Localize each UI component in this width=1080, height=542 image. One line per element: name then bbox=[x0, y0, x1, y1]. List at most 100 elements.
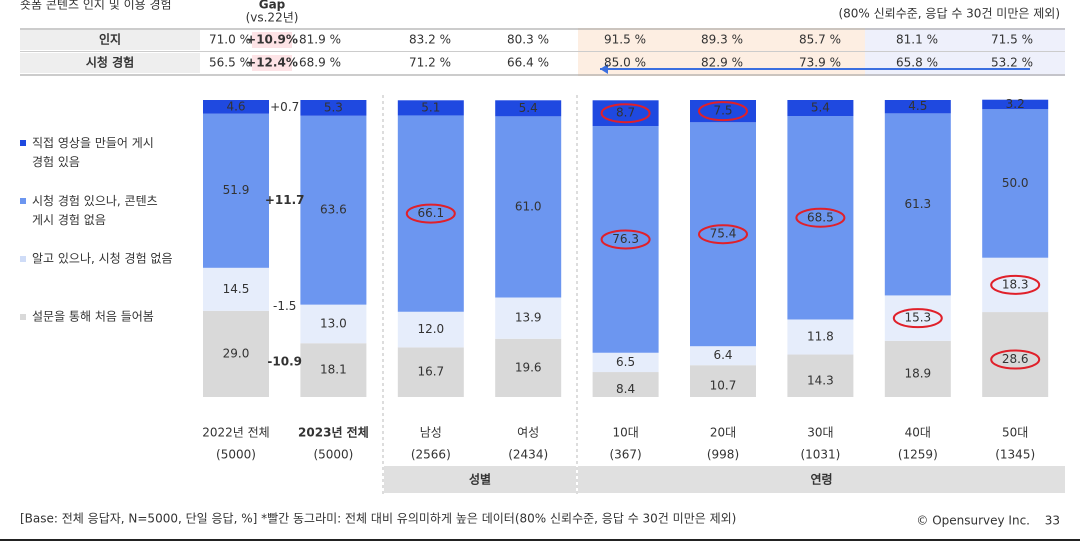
bar-segment bbox=[397, 311, 464, 348]
gap-subtitle: (vs.22년) bbox=[246, 11, 299, 25]
bar-segment bbox=[884, 295, 951, 341]
gap-bg bbox=[252, 55, 292, 71]
cell: 73.9 % bbox=[799, 56, 841, 70]
title: 숏폼 콘텐츠 인지 및 이용 경험 bbox=[20, 0, 172, 12]
highlight-circle bbox=[600, 229, 651, 250]
cell: 81.9 % bbox=[299, 33, 341, 47]
bar-label: 76.3 bbox=[612, 232, 639, 246]
bar-label: 7.5 bbox=[713, 104, 732, 118]
bar-segment bbox=[592, 352, 659, 373]
bar-label: 13.0 bbox=[320, 316, 347, 330]
bar-label: 5.4 bbox=[811, 101, 830, 115]
bar-label: 19.6 bbox=[515, 360, 542, 374]
bar-label: 6.5 bbox=[616, 355, 635, 369]
sample-size: (5000) bbox=[313, 448, 353, 462]
bar-segment bbox=[690, 346, 756, 366]
row-label-bg bbox=[20, 30, 200, 50]
bar-label: 11.8 bbox=[807, 330, 834, 344]
row-label: 시청 경험 bbox=[86, 55, 134, 70]
bar-segment bbox=[982, 109, 1049, 258]
cell: 53.2 % bbox=[991, 56, 1033, 70]
legend-swatch bbox=[20, 256, 26, 262]
bar-label: 16.7 bbox=[417, 365, 444, 379]
highlight-circle bbox=[892, 308, 943, 329]
cell: 71.2 % bbox=[409, 56, 451, 70]
category-label: 2023년 전체 bbox=[298, 425, 369, 440]
bar-segment bbox=[397, 347, 464, 397]
bar-label: 61.0 bbox=[515, 199, 542, 213]
bar-label: 75.4 bbox=[710, 227, 737, 241]
highlight-circle bbox=[600, 103, 651, 124]
category-label: 남성 bbox=[420, 426, 442, 440]
bar-segment bbox=[495, 297, 562, 339]
bar-label: 18.9 bbox=[904, 366, 931, 380]
page-number: 33 bbox=[1045, 514, 1060, 528]
bar-segment bbox=[495, 116, 562, 298]
highlight-circle bbox=[990, 274, 1041, 295]
bar-segment bbox=[982, 99, 1049, 110]
bar-label: 28.6 bbox=[1002, 352, 1029, 366]
legend-label: 알고 있으나, 시청 경험 없음 bbox=[32, 252, 173, 266]
bar-segment bbox=[690, 365, 756, 397]
bar-label: 63.6 bbox=[320, 203, 347, 217]
highlight-circle bbox=[405, 203, 456, 224]
gap-cell: +10.9% bbox=[246, 33, 298, 47]
legend-swatch bbox=[20, 198, 26, 204]
bar-segment bbox=[884, 113, 951, 296]
cell: 66.4 % bbox=[507, 56, 549, 70]
bar-label: 5.3 bbox=[324, 100, 343, 114]
bar-label: 50.0 bbox=[1002, 176, 1029, 190]
bar-label: 6.4 bbox=[713, 348, 732, 362]
bar-segment bbox=[787, 116, 854, 320]
bar-label: 3.2 bbox=[1006, 97, 1025, 111]
cell: 85.0 % bbox=[604, 56, 646, 70]
bar-segment bbox=[300, 100, 367, 116]
bar-label: 68.5 bbox=[807, 210, 834, 224]
bar-label: 5.1 bbox=[421, 100, 440, 114]
category-label: 20대 bbox=[710, 426, 736, 440]
bar-label: 4.5 bbox=[908, 99, 927, 113]
bar-label: 18.1 bbox=[320, 363, 347, 377]
gap-cell: +12.4% bbox=[246, 56, 298, 70]
sample-size: (998) bbox=[707, 448, 739, 462]
bar-segment bbox=[397, 100, 464, 116]
group-bg bbox=[384, 466, 576, 493]
bar-segment bbox=[397, 115, 464, 312]
category-label: 40대 bbox=[905, 426, 931, 440]
bar-label: 13.9 bbox=[515, 311, 542, 325]
bar-segment bbox=[787, 354, 854, 397]
category-label: 2022년 전체 bbox=[202, 426, 269, 440]
legend-swatch bbox=[20, 140, 26, 146]
bar-label: 10.7 bbox=[710, 379, 737, 393]
bar-segment bbox=[884, 340, 951, 397]
cell: 81.1 % bbox=[896, 33, 938, 47]
bar-segment bbox=[300, 115, 367, 305]
highlight-circle bbox=[698, 101, 748, 122]
sample-size: (2434) bbox=[508, 448, 548, 462]
gap-label: -10.9 bbox=[267, 355, 302, 369]
bar-segment bbox=[982, 312, 1049, 397]
bar-label: 18.3 bbox=[1002, 277, 1029, 291]
row-label: 인지 bbox=[99, 32, 121, 47]
bar-segment bbox=[592, 126, 659, 353]
group-bg bbox=[578, 466, 1065, 493]
legend-label: 설문을 통해 처음 들어봄 bbox=[32, 310, 154, 324]
bar-segment bbox=[884, 100, 951, 114]
category-label: 10대 bbox=[612, 426, 638, 440]
cell: 91.5 % bbox=[604, 33, 646, 47]
bar-segment bbox=[203, 100, 269, 114]
bar-label: 12.0 bbox=[417, 322, 444, 336]
company: © Opensurvey Inc. bbox=[916, 514, 1030, 528]
sample-size: (1345) bbox=[995, 448, 1035, 462]
cell: 82.9 % bbox=[701, 56, 743, 70]
legend-swatch bbox=[20, 314, 26, 320]
bar-segment bbox=[300, 304, 367, 344]
sample-size: (5000) bbox=[216, 448, 256, 462]
legend-label: 직접 영상을 만들어 게시 경험 있음 bbox=[32, 136, 154, 169]
bar-label: 66.1 bbox=[417, 206, 444, 220]
highlight-circle bbox=[795, 207, 846, 228]
cell: 68.9 % bbox=[299, 56, 341, 70]
category-label: 30대 bbox=[807, 426, 833, 440]
cell: 56.5 % bbox=[209, 56, 251, 70]
